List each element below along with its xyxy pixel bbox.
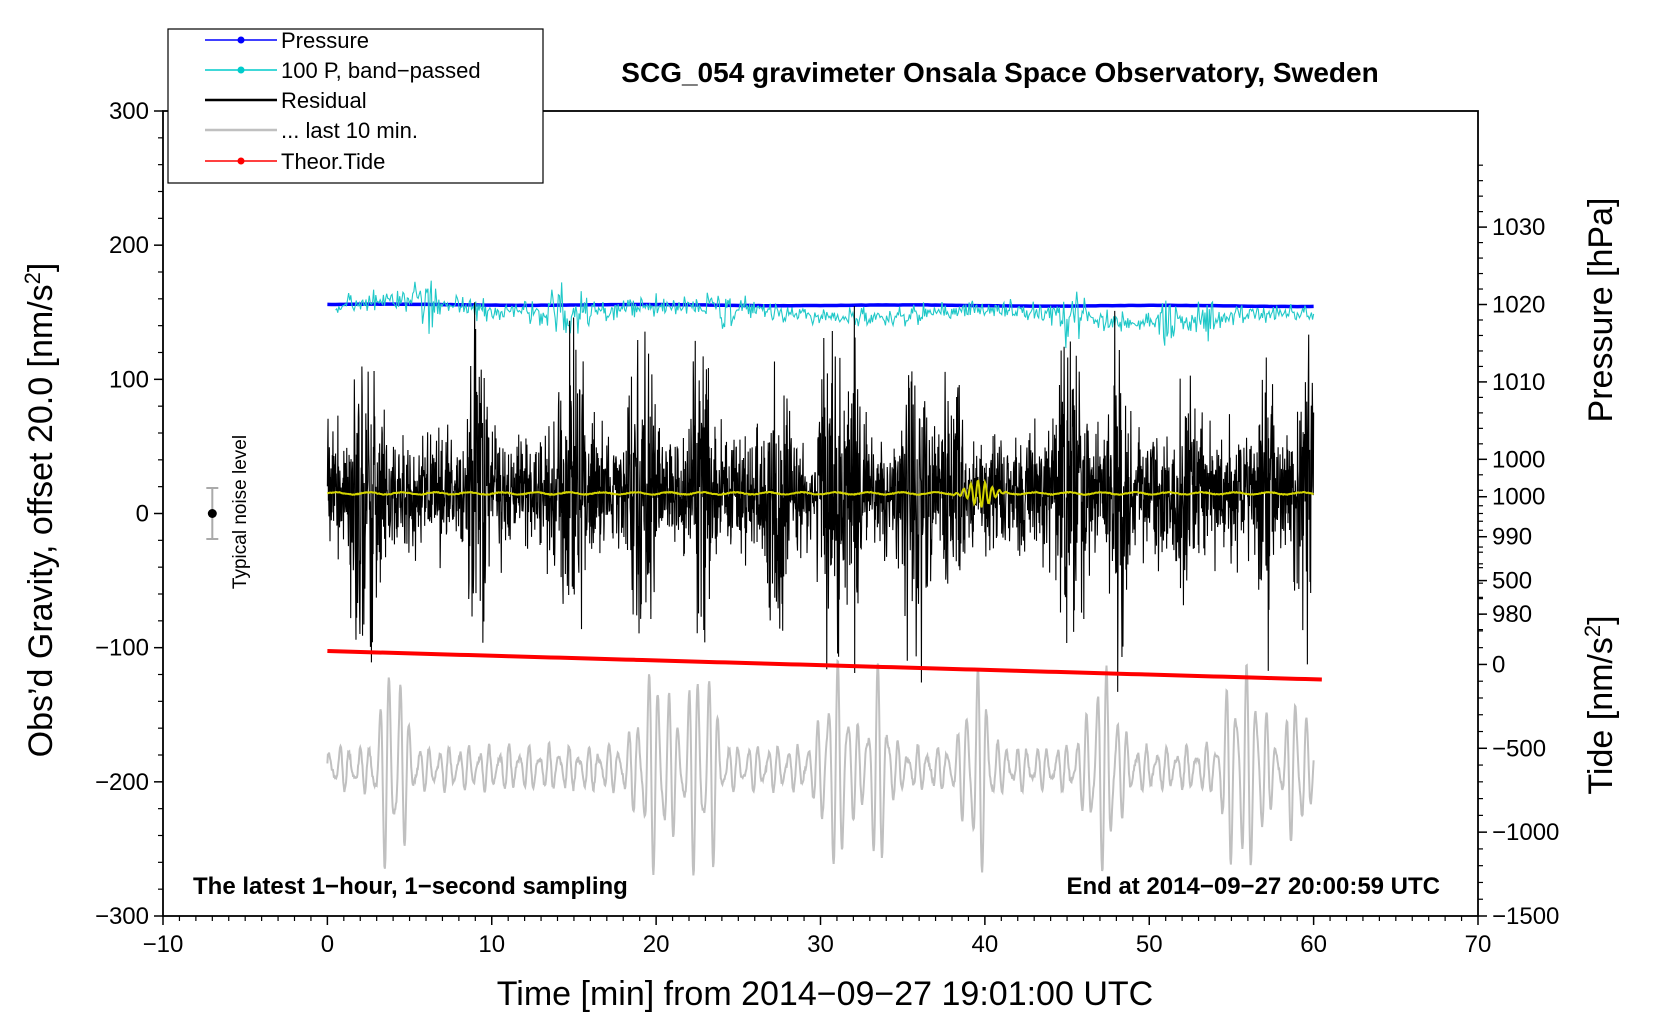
annotation-end-time: End at 2014−09−27 20:00:59 UTC [1066, 873, 1440, 900]
legend-label-tide: Theor.Tide [281, 149, 385, 174]
y-tick-label: 0 [136, 501, 149, 528]
y-tick-label: −200 [95, 769, 149, 796]
pressure-line [327, 302, 1314, 309]
tide-tick-label: −1500 [1492, 903, 1559, 930]
y-tick-label: −300 [95, 903, 149, 930]
x-tick-label: 50 [1136, 931, 1163, 958]
x-tick-label: 10 [478, 931, 505, 958]
x-tick-label: 20 [643, 931, 670, 958]
y-tick-label: 300 [109, 98, 149, 125]
y-axis-title: Obs’d Gravity, offset 20.0 [nm/s2] [20, 263, 60, 758]
pressure-tick-label: 990 [1492, 524, 1532, 551]
x-tick-label: −10 [143, 931, 184, 958]
pressure-tick-label: 1010 [1492, 369, 1545, 396]
pressure-tick-label: 980 [1492, 601, 1532, 628]
noise-level-label: Typical noise level [230, 435, 251, 589]
pressure-axis-title: Pressure [hPa] [1582, 198, 1620, 423]
residual-line [326, 302, 1315, 692]
noise-bar-center [207, 509, 217, 518]
legend-marker-tide [237, 157, 245, 165]
legend-marker-pressure [237, 36, 245, 44]
theoretical-tide-line [327, 649, 1322, 682]
tide-tick-label: −500 [1492, 735, 1546, 762]
tide-tick-label: 1000 [1492, 484, 1545, 511]
y-axis-title-close: ] [22, 263, 60, 272]
last-10-min-line [326, 658, 1315, 876]
tide-axis-title: Tide [nm/s2] [1580, 615, 1620, 794]
bandpassed-line [335, 280, 1315, 349]
legend-marker-bandpassed [237, 66, 245, 74]
axes-layer: −10 0 10 20 30 40 50 60 70−300−200−1000100200300… [95, 98, 1559, 958]
chart-title: SCG_054 gravimeter Onsala Space Observat… [621, 57, 1378, 88]
legend-label-last10: ... last 10 min. [281, 118, 418, 143]
x-tick-label: 60 [1300, 931, 1327, 958]
x-tick-label: 0 [321, 931, 334, 958]
tide-tick-label: −1000 [1492, 819, 1559, 846]
tide-tick-label: 500 [1492, 568, 1532, 595]
tide-axis-title-sup: 2 [1580, 625, 1605, 637]
pressure-tick-label: 1030 [1492, 214, 1545, 241]
x-tick-label: 30 [807, 931, 834, 958]
x-tick-label: 40 [972, 931, 999, 958]
legend-label-bandpassed: 100 P, band−passed [281, 58, 481, 83]
y-tick-label: 200 [109, 232, 149, 259]
annotation-latest-hour: The latest 1−hour, 1−second sampling [193, 873, 628, 900]
legend-label-pressure: Pressure [281, 28, 369, 53]
x-axis-title: Time [min] from 2014−09−27 19:01:00 UTC [497, 975, 1153, 1013]
legend-label-residual: Residual [281, 88, 367, 113]
pressure-tick-label: 1020 [1492, 292, 1545, 319]
pressure-tick-label: 1000 [1492, 446, 1545, 473]
y-tick-label: 100 [109, 366, 149, 393]
y-tick-label: −100 [95, 635, 149, 662]
y-axis-title-sup: 2 [20, 272, 45, 284]
tide-axis-title-text: Tide [nm/s [1582, 637, 1620, 794]
legend-box [167, 28, 544, 184]
series-layer [206, 280, 1322, 876]
legend: Pressure 100 P, band−passed Residual ...… [167, 28, 544, 184]
y-axis-title-text: Obs’d Gravity, offset 20.0 [nm/s [22, 284, 60, 757]
residual-smoothed-line [326, 478, 1314, 508]
tide-tick-label: 0 [1492, 651, 1505, 678]
x-tick-label: 70 [1465, 931, 1492, 958]
tide-axis-title-close: ] [1582, 615, 1620, 624]
